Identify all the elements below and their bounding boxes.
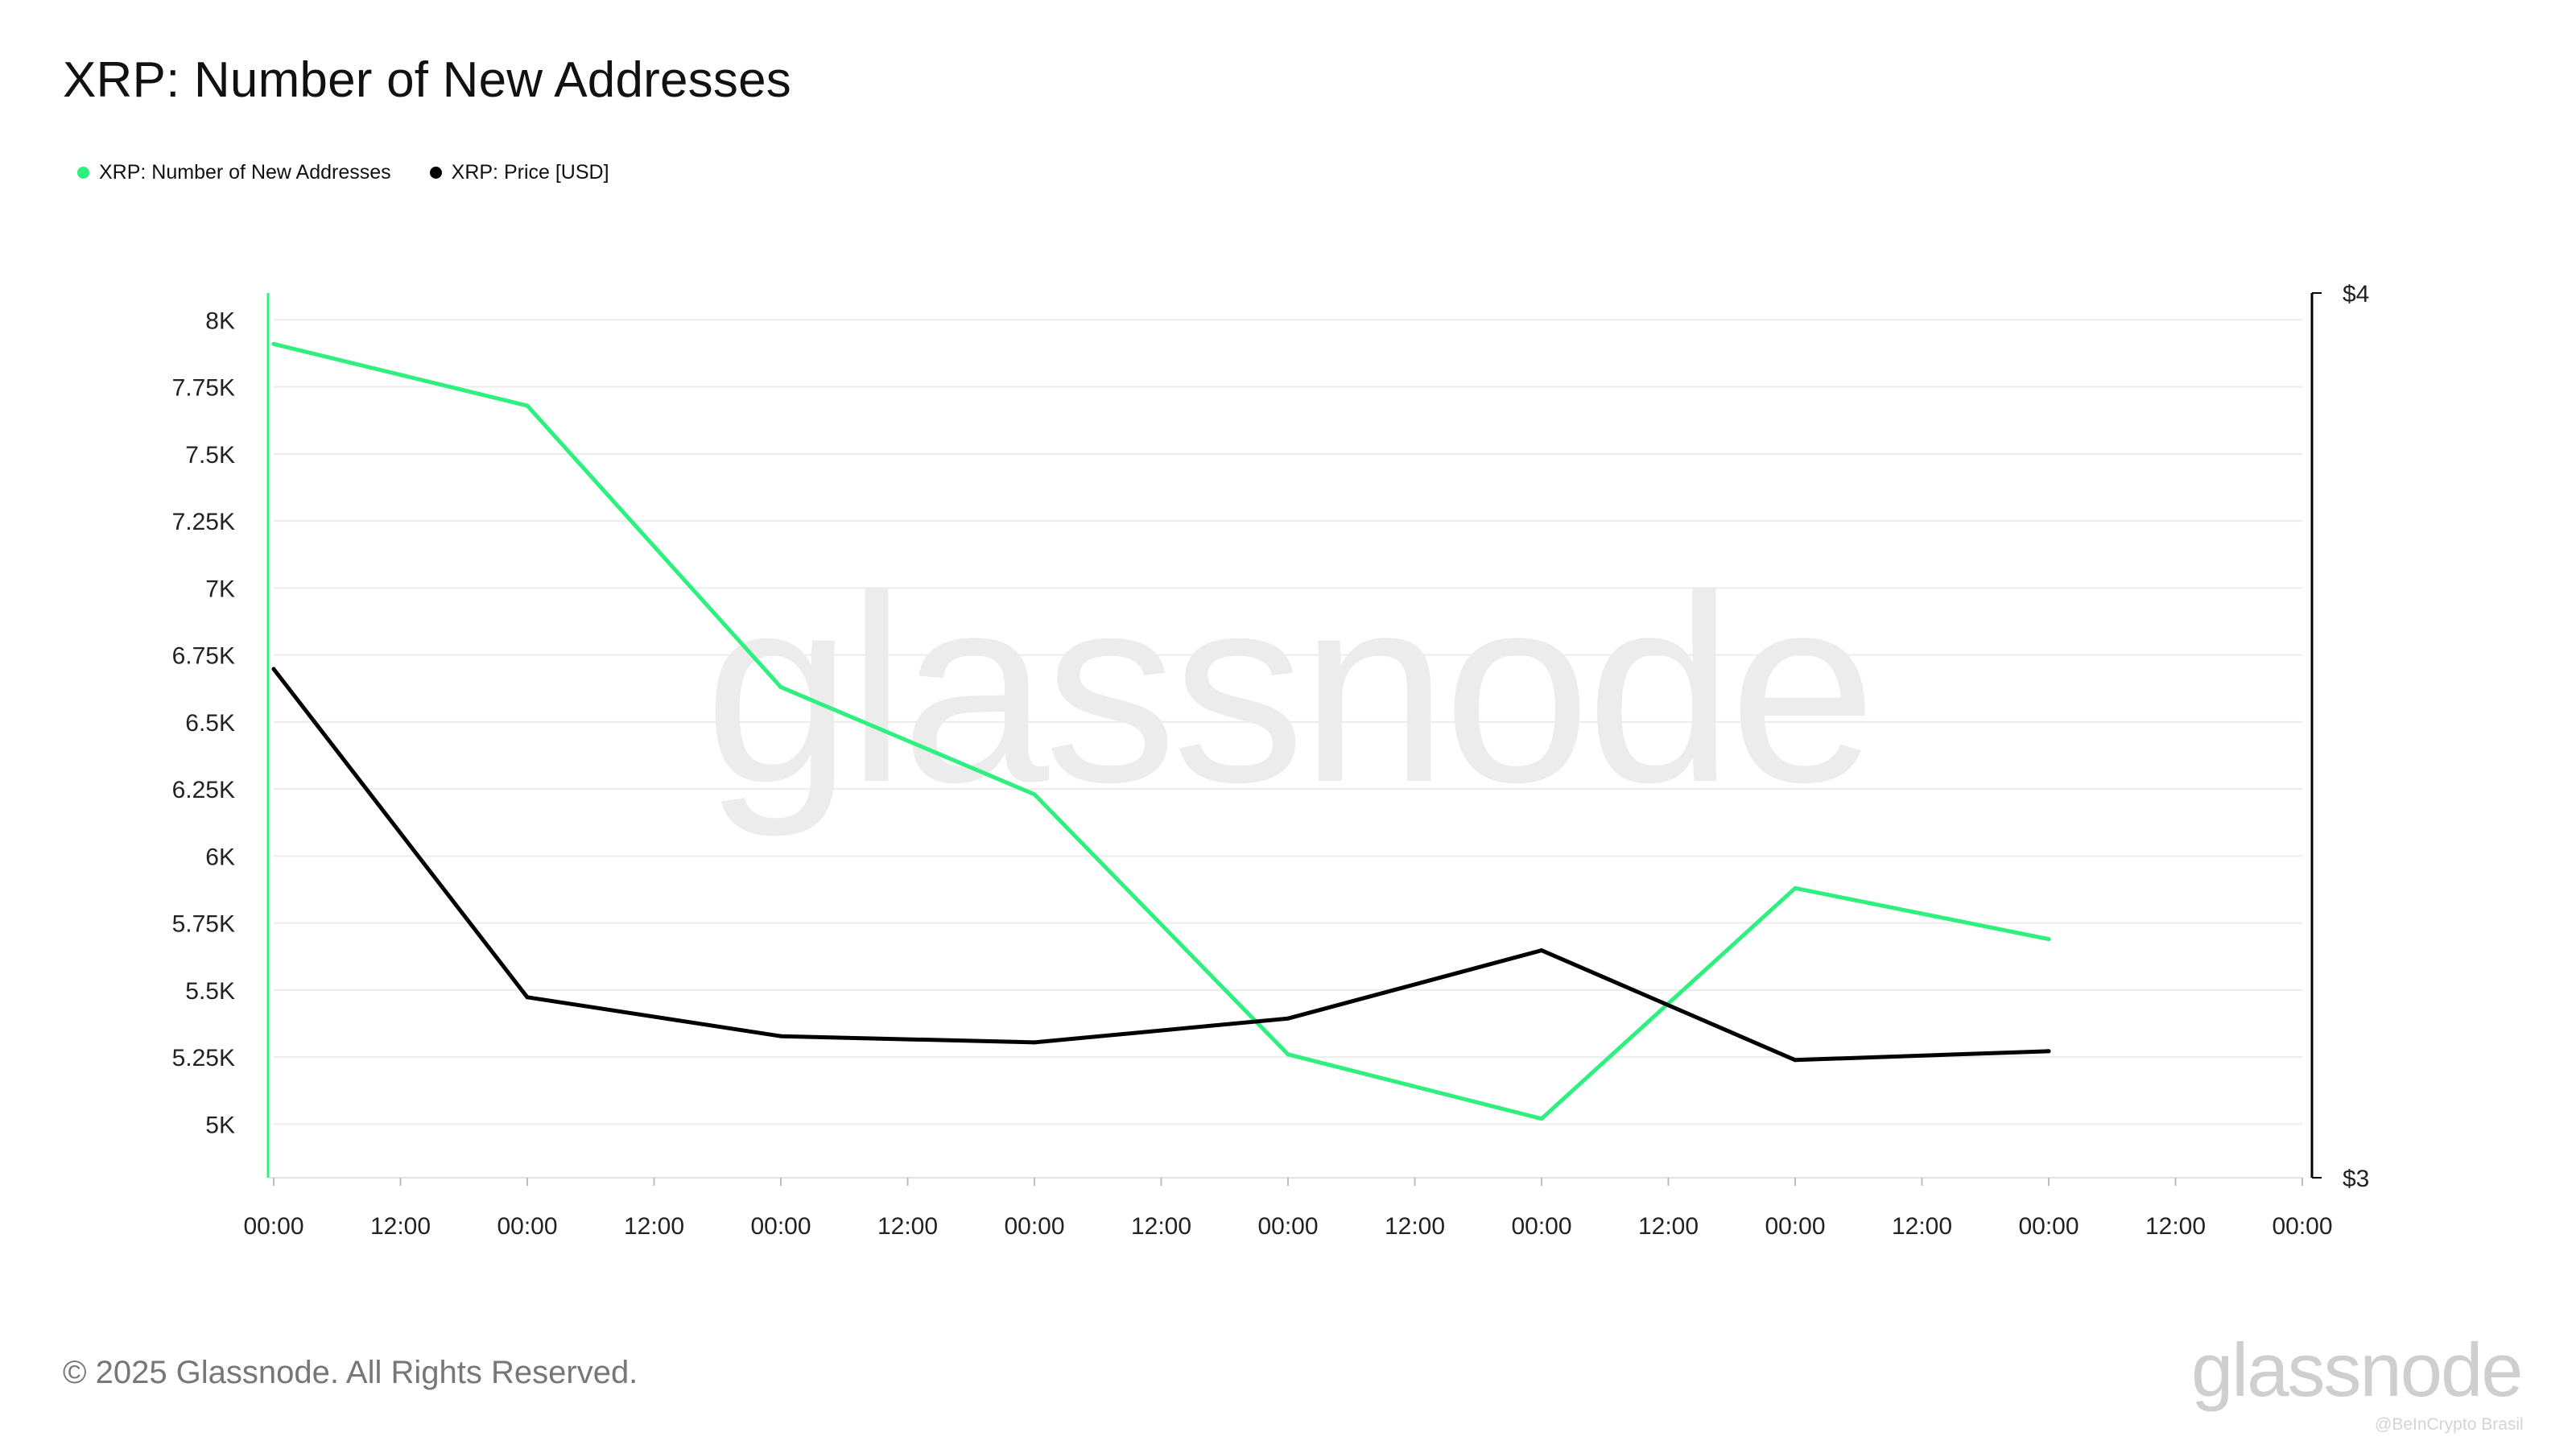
x-tick-label: 00:00 <box>497 1213 557 1240</box>
chart-title: XRP: Number of New Addresses <box>63 52 791 108</box>
legend-label-addresses: XRP: Number of New Addresses <box>99 161 391 184</box>
x-tick-label: 00:00 <box>2272 1213 2332 1240</box>
x-tick-label: 00:00 <box>1511 1213 1571 1240</box>
addresses-data-point <box>1032 792 1037 797</box>
tick-labels: 8K 7.75K 7.5K 7.25K 7K 6.75K 6.5K 6.25K 6K 5.75K 5… <box>172 281 2370 1240</box>
legend-item-price[interactable]: XRP: Price [USD] <box>429 161 609 184</box>
x-tick-label: 12:00 <box>1385 1213 1445 1240</box>
x-tick-label: 12:00 <box>2145 1213 2206 1240</box>
legend-dot-price <box>429 167 442 179</box>
price-series-line <box>271 667 2051 1063</box>
addresses-data-point <box>525 403 530 408</box>
x-tick-label: 12:00 <box>370 1213 431 1240</box>
grid-lines <box>274 319 2302 1125</box>
legend-dot-addresses <box>77 167 89 179</box>
y-left-tick-label: 5.5K <box>185 978 235 1005</box>
addresses-data-point <box>1793 886 1798 890</box>
y-left-tick-label: 5K <box>205 1112 235 1138</box>
addresses-series-line <box>271 341 2051 1121</box>
addresses-data-point <box>271 341 276 346</box>
price-data-point <box>1793 1058 1798 1063</box>
x-tick-label: 00:00 <box>1765 1213 1825 1240</box>
price-data-point <box>778 1034 783 1038</box>
x-tick-label: 00:00 <box>243 1213 303 1240</box>
price-data-point <box>1286 1016 1290 1021</box>
credit-text: @BeInCrypto Brasil <box>2375 1415 2524 1434</box>
addresses-data-point <box>1286 1052 1290 1057</box>
glassnode-logo: glassnode <box>2191 1327 2524 1412</box>
price-data-point <box>271 667 276 671</box>
x-tick-label: 12:00 <box>1638 1213 1699 1240</box>
x-tick-label: 12:00 <box>877 1213 938 1240</box>
y-left-tick-label: 6.75K <box>172 643 235 670</box>
copyright-footer: © 2025 Glassnode. All Rights Reserved. <box>63 1355 638 1390</box>
x-tick-label: 00:00 <box>750 1213 811 1240</box>
x-tick-label: 00:00 <box>1257 1213 1318 1240</box>
watermark-text: glassnode <box>704 540 1872 839</box>
price-data-point <box>525 995 530 1000</box>
addresses-data-point <box>2046 937 2051 942</box>
y-right-tick-label: $4 <box>2343 281 2369 308</box>
y-left-tick-label: 8K <box>205 308 235 334</box>
price-data-point <box>1032 1040 1037 1045</box>
x-tick-label: 12:00 <box>1131 1213 1191 1240</box>
y-left-tick-label: 7.75K <box>172 375 235 402</box>
legend-label-price: XRP: Price [USD] <box>451 161 609 184</box>
addresses-data-point <box>1539 1117 1544 1121</box>
y-left-tick-label: 7.25K <box>172 509 235 535</box>
y-left-tick-label: 7K <box>205 576 235 602</box>
y-left-tick-label: 5.75K <box>172 911 235 938</box>
x-tick-label: 00:00 <box>2018 1213 2079 1240</box>
x-tick-label: 00:00 <box>1004 1213 1064 1240</box>
axes <box>266 292 2322 1186</box>
price-data-point <box>1539 948 1544 953</box>
legend-item-addresses[interactable]: XRP: Number of New Addresses <box>77 161 391 184</box>
y-left-tick-label: 7.5K <box>185 442 235 469</box>
series <box>271 341 2051 1121</box>
price-data-point <box>2046 1049 2051 1054</box>
x-tick-label: 12:00 <box>1892 1213 1952 1240</box>
y-right-tick-label: $3 <box>2343 1166 2369 1192</box>
y-left-tick-label: 6K <box>205 844 235 870</box>
y-left-tick-label: 6.5K <box>185 710 235 737</box>
legend: XRP: Number of New Addresses XRP: Price … <box>77 161 609 184</box>
y-left-tick-label: 5.25K <box>172 1045 235 1071</box>
y-left-tick-label: 6.25K <box>172 777 235 803</box>
addresses-data-point <box>778 685 783 690</box>
x-tick-label: 12:00 <box>624 1213 684 1240</box>
